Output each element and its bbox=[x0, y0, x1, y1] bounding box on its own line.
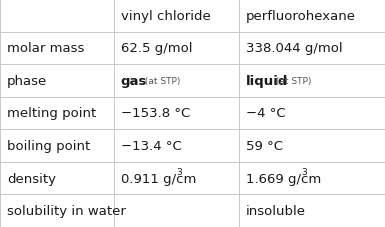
Text: −13.4 °C: −13.4 °C bbox=[121, 139, 181, 152]
Text: −4 °C: −4 °C bbox=[246, 107, 285, 120]
Text: 3: 3 bbox=[301, 168, 307, 176]
Text: solubility in water: solubility in water bbox=[7, 204, 126, 217]
Text: 338.044 g/mol: 338.044 g/mol bbox=[246, 42, 342, 55]
Text: 59 °C: 59 °C bbox=[246, 139, 283, 152]
Text: boiling point: boiling point bbox=[7, 139, 90, 152]
Text: liquid: liquid bbox=[246, 75, 288, 88]
Text: perfluorohexane: perfluorohexane bbox=[246, 10, 356, 23]
Text: molar mass: molar mass bbox=[7, 42, 84, 55]
Text: 0.911 g/cm: 0.911 g/cm bbox=[121, 172, 196, 185]
Text: gas: gas bbox=[121, 75, 147, 88]
Text: 3: 3 bbox=[176, 168, 182, 176]
Text: 62.5 g/mol: 62.5 g/mol bbox=[121, 42, 192, 55]
Text: (at STP): (at STP) bbox=[273, 76, 312, 86]
Text: (at STP): (at STP) bbox=[142, 76, 181, 86]
Text: phase: phase bbox=[7, 75, 47, 88]
Text: vinyl chloride: vinyl chloride bbox=[121, 10, 210, 23]
Text: melting point: melting point bbox=[7, 107, 96, 120]
Text: density: density bbox=[7, 172, 56, 185]
Text: −153.8 °C: −153.8 °C bbox=[121, 107, 190, 120]
Text: 1.669 g/cm: 1.669 g/cm bbox=[246, 172, 321, 185]
Text: insoluble: insoluble bbox=[246, 204, 306, 217]
